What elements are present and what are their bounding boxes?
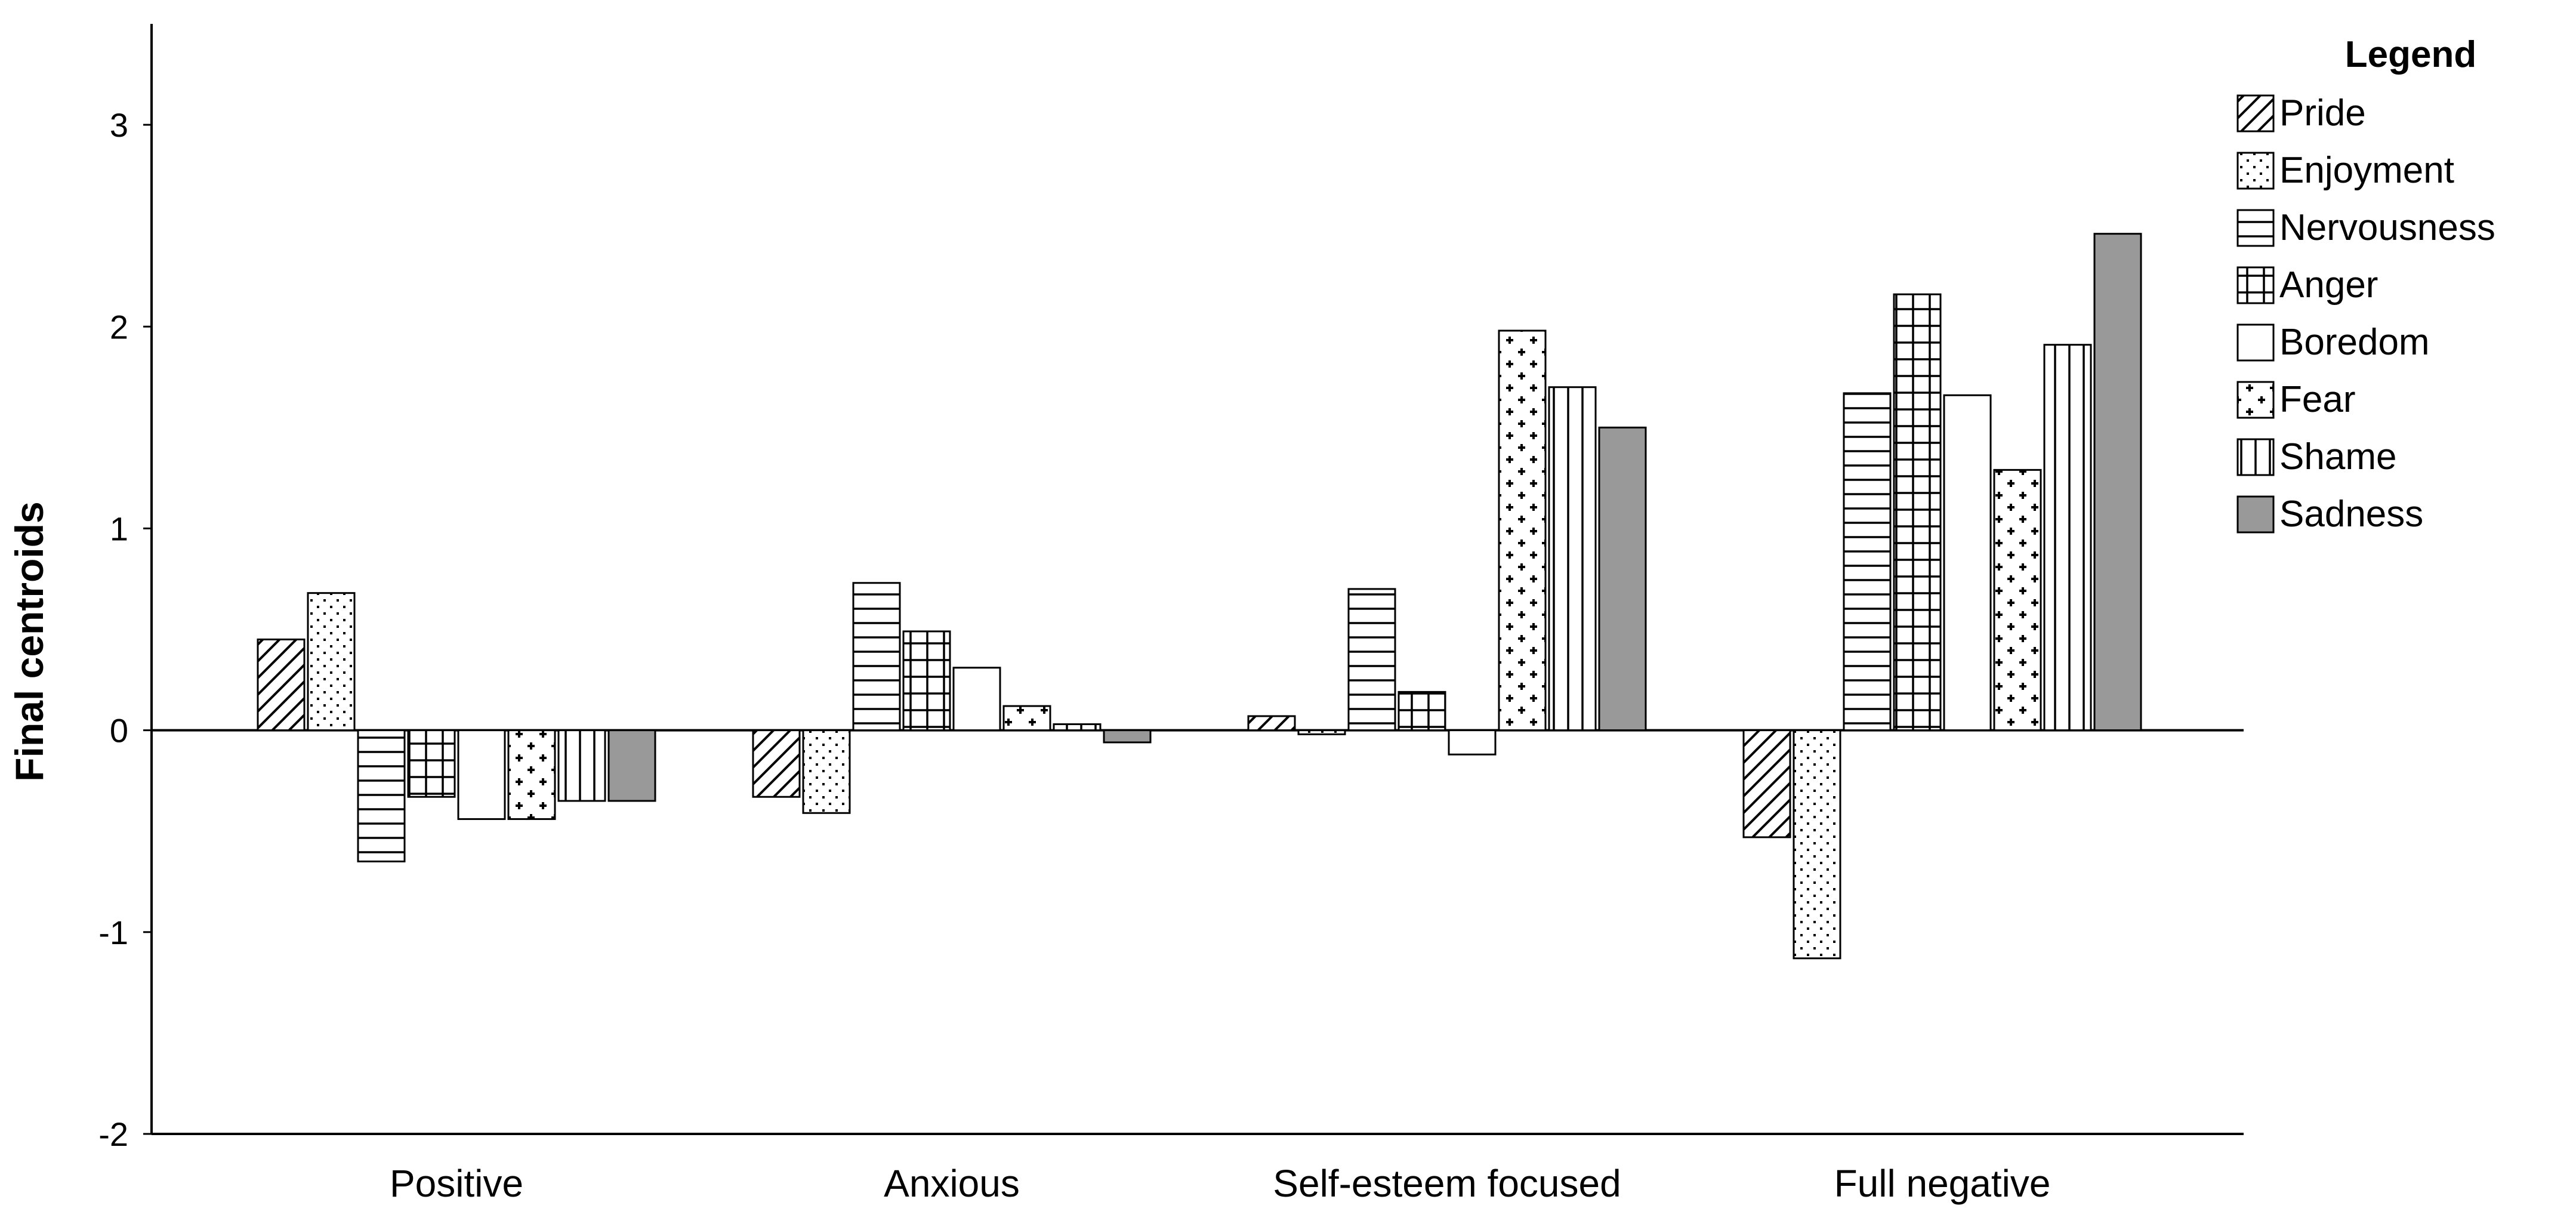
x-axis-category-labels: Positive Anxious Self-esteem focused Full n… <box>390 1162 2050 1205</box>
x-category-label: Positive <box>390 1162 523 1205</box>
legend-title: Legend <box>2345 34 2476 75</box>
legend-label-sadness: Sadness <box>2279 494 2423 535</box>
bar-fear-self-esteem-focused <box>1498 329 1547 732</box>
bar-shame-anxious <box>1053 723 1102 732</box>
bar-sadness-anxious <box>1103 729 1152 744</box>
legend-swatch-boredom <box>2236 323 2275 362</box>
y-tick-label: 2 <box>110 308 128 346</box>
bar-sadness-full-negative <box>2093 233 2142 732</box>
bar-anger-full-negative <box>1893 293 1942 732</box>
bar-enjoyment-full-negative <box>1793 729 1841 960</box>
bar-fear-full-negative <box>1993 468 2042 732</box>
legend-items: Pride Enjoyment Nervousness Anger Boredom Fea… <box>2236 93 2495 535</box>
legend-swatch-sadness <box>2236 495 2275 534</box>
bar-shame-self-esteem-focused <box>1548 386 1597 732</box>
bar-boredom-positive <box>457 729 506 820</box>
y-tick-label: 1 <box>110 510 128 547</box>
bar-sadness-positive <box>607 729 656 802</box>
y-tick-label: -1 <box>98 914 128 951</box>
bar-pride-self-esteem-focused <box>1247 715 1296 732</box>
bar-nervousness-positive <box>357 729 406 862</box>
legend-label-shame: Shame <box>2279 436 2396 477</box>
bar-pride-positive <box>257 638 306 732</box>
legend-label-fear: Fear <box>2279 379 2355 420</box>
bar-enjoyment-anxious <box>802 729 851 814</box>
y-tick-label: -2 <box>98 1115 128 1153</box>
legend-swatch-fear <box>2236 381 2275 419</box>
legend-swatch-shame <box>2236 438 2275 476</box>
bar-fear-anxious <box>1002 705 1051 732</box>
x-category-label: Full negative <box>1834 1162 2051 1205</box>
bar-fear-positive <box>507 729 556 820</box>
bar-boredom-self-esteem-focused <box>1448 729 1497 756</box>
legend: Legend Pride Enjoyment Nervousness Anger Bor… <box>2236 34 2495 535</box>
legend-label-enjoyment: Enjoyment <box>2279 150 2454 191</box>
legend-swatch-enjoyment <box>2236 152 2275 190</box>
bar-sadness-self-esteem-focused <box>1598 426 1647 732</box>
bar-boredom-anxious <box>952 667 1001 732</box>
y-tick-label: 3 <box>110 106 128 144</box>
x-category-label: Self-esteem focused <box>1273 1162 1621 1205</box>
y-axis-label: Final centroids <box>7 501 51 781</box>
bar-shame-positive <box>557 729 606 802</box>
y-axis-ticks: -2 -1 0 1 2 3 <box>98 106 152 1153</box>
x-category-label: Anxious <box>884 1162 1020 1205</box>
bar-anger-anxious <box>902 630 951 732</box>
y-tick-label: 0 <box>110 712 128 750</box>
bar-boredom-full-negative <box>1943 394 1992 732</box>
legend-swatch-anger <box>2236 266 2275 304</box>
legend-label-anger: Anger <box>2279 264 2378 306</box>
legend-swatch-nervousness <box>2236 209 2275 247</box>
legend-label-boredom: Boredom <box>2279 322 2430 363</box>
bar-anger-positive <box>407 729 456 798</box>
bar-shame-full-negative <box>2043 344 2092 732</box>
bar-pride-anxious <box>752 729 801 798</box>
bar-pride-full-negative <box>1742 729 1791 839</box>
bar-enjoyment-positive <box>307 592 356 732</box>
bar-nervousness-self-esteem-focused <box>1347 588 1396 732</box>
bar-nervousness-full-negative <box>1843 392 1892 732</box>
bar-series-group <box>257 233 2142 960</box>
legend-label-pride: Pride <box>2279 93 2366 134</box>
bar-nervousness-anxious <box>852 582 901 732</box>
bar-anger-self-esteem-focused <box>1397 690 1446 732</box>
legend-label-nervousness: Nervousness <box>2279 207 2495 248</box>
bar-enjoyment-self-esteem-focused <box>1297 729 1346 735</box>
legend-swatch-pride <box>2236 94 2275 132</box>
